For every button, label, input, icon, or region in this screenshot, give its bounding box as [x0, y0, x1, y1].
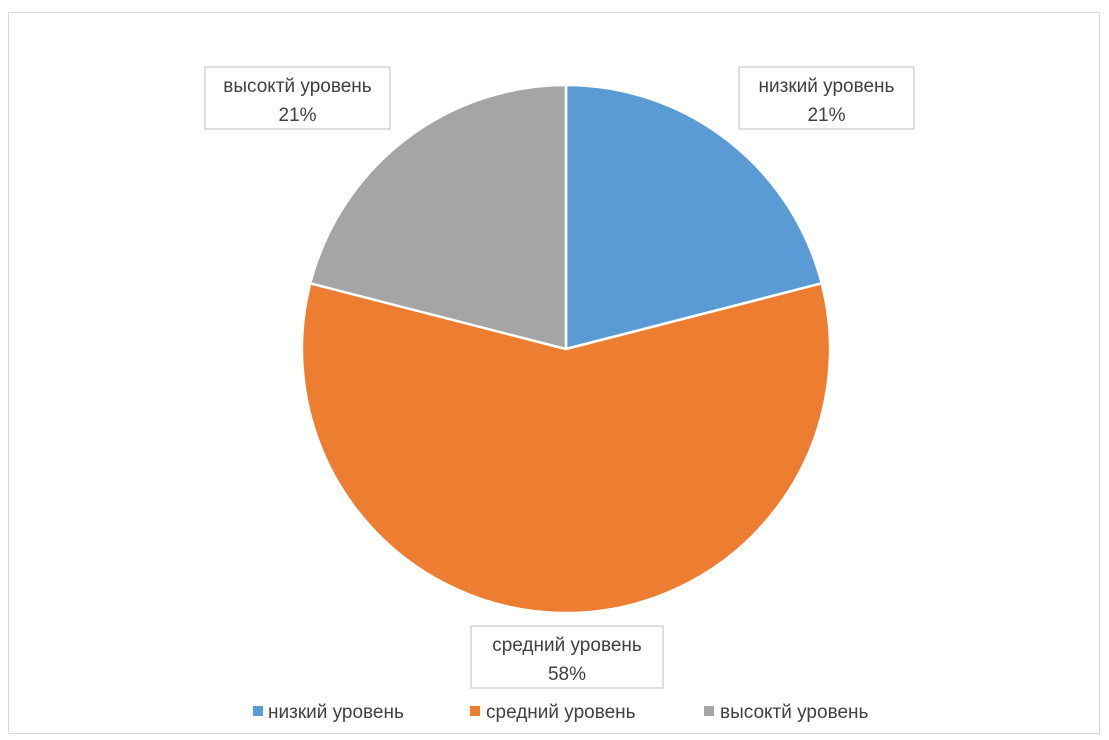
legend-swatch [704, 706, 714, 716]
data-label-средний-уровень: средний уровень 58% [470, 625, 664, 689]
data-labels: низкий уровень 21% средний уровень 58% высок… [204, 66, 915, 689]
legend: низкий уровень средний уровень высоктй уро… [253, 702, 869, 723]
data-label-box [738, 66, 915, 130]
legend-label: низкий уровень [268, 702, 404, 723]
data-label-value: 21% [807, 105, 845, 126]
data-label-box [470, 625, 664, 689]
data-label-высоктй-уровень: высоктй уровень 21% [204, 66, 391, 130]
legend-item-средний-уровень: средний уровень [470, 702, 636, 723]
pie-slices [300, 83, 832, 615]
data-label-value: 58% [548, 664, 586, 685]
data-label-box [204, 66, 391, 130]
pie-slice-средний-уровень [300, 282, 832, 615]
data-label-value: 21% [278, 105, 316, 126]
data-label-низкий-уровень: низкий уровень 21% [738, 66, 915, 130]
legend-swatch [470, 706, 480, 716]
data-label-category: средний уровень [492, 635, 642, 656]
legend-item-высоктй-уровень: высоктй уровень [704, 702, 869, 723]
legend-item-низкий-уровень: низкий уровень [253, 702, 404, 723]
legend-label: высоктй уровень [720, 702, 869, 723]
legend-swatch [253, 706, 263, 716]
pie-slice-низкий-уровень [564, 83, 823, 351]
data-label-category: высоктй уровень [223, 76, 372, 97]
legend-label: средний уровень [486, 702, 636, 723]
data-label-category: низкий уровень [759, 76, 895, 97]
pie-slice-высоктй-уровень [309, 83, 568, 351]
